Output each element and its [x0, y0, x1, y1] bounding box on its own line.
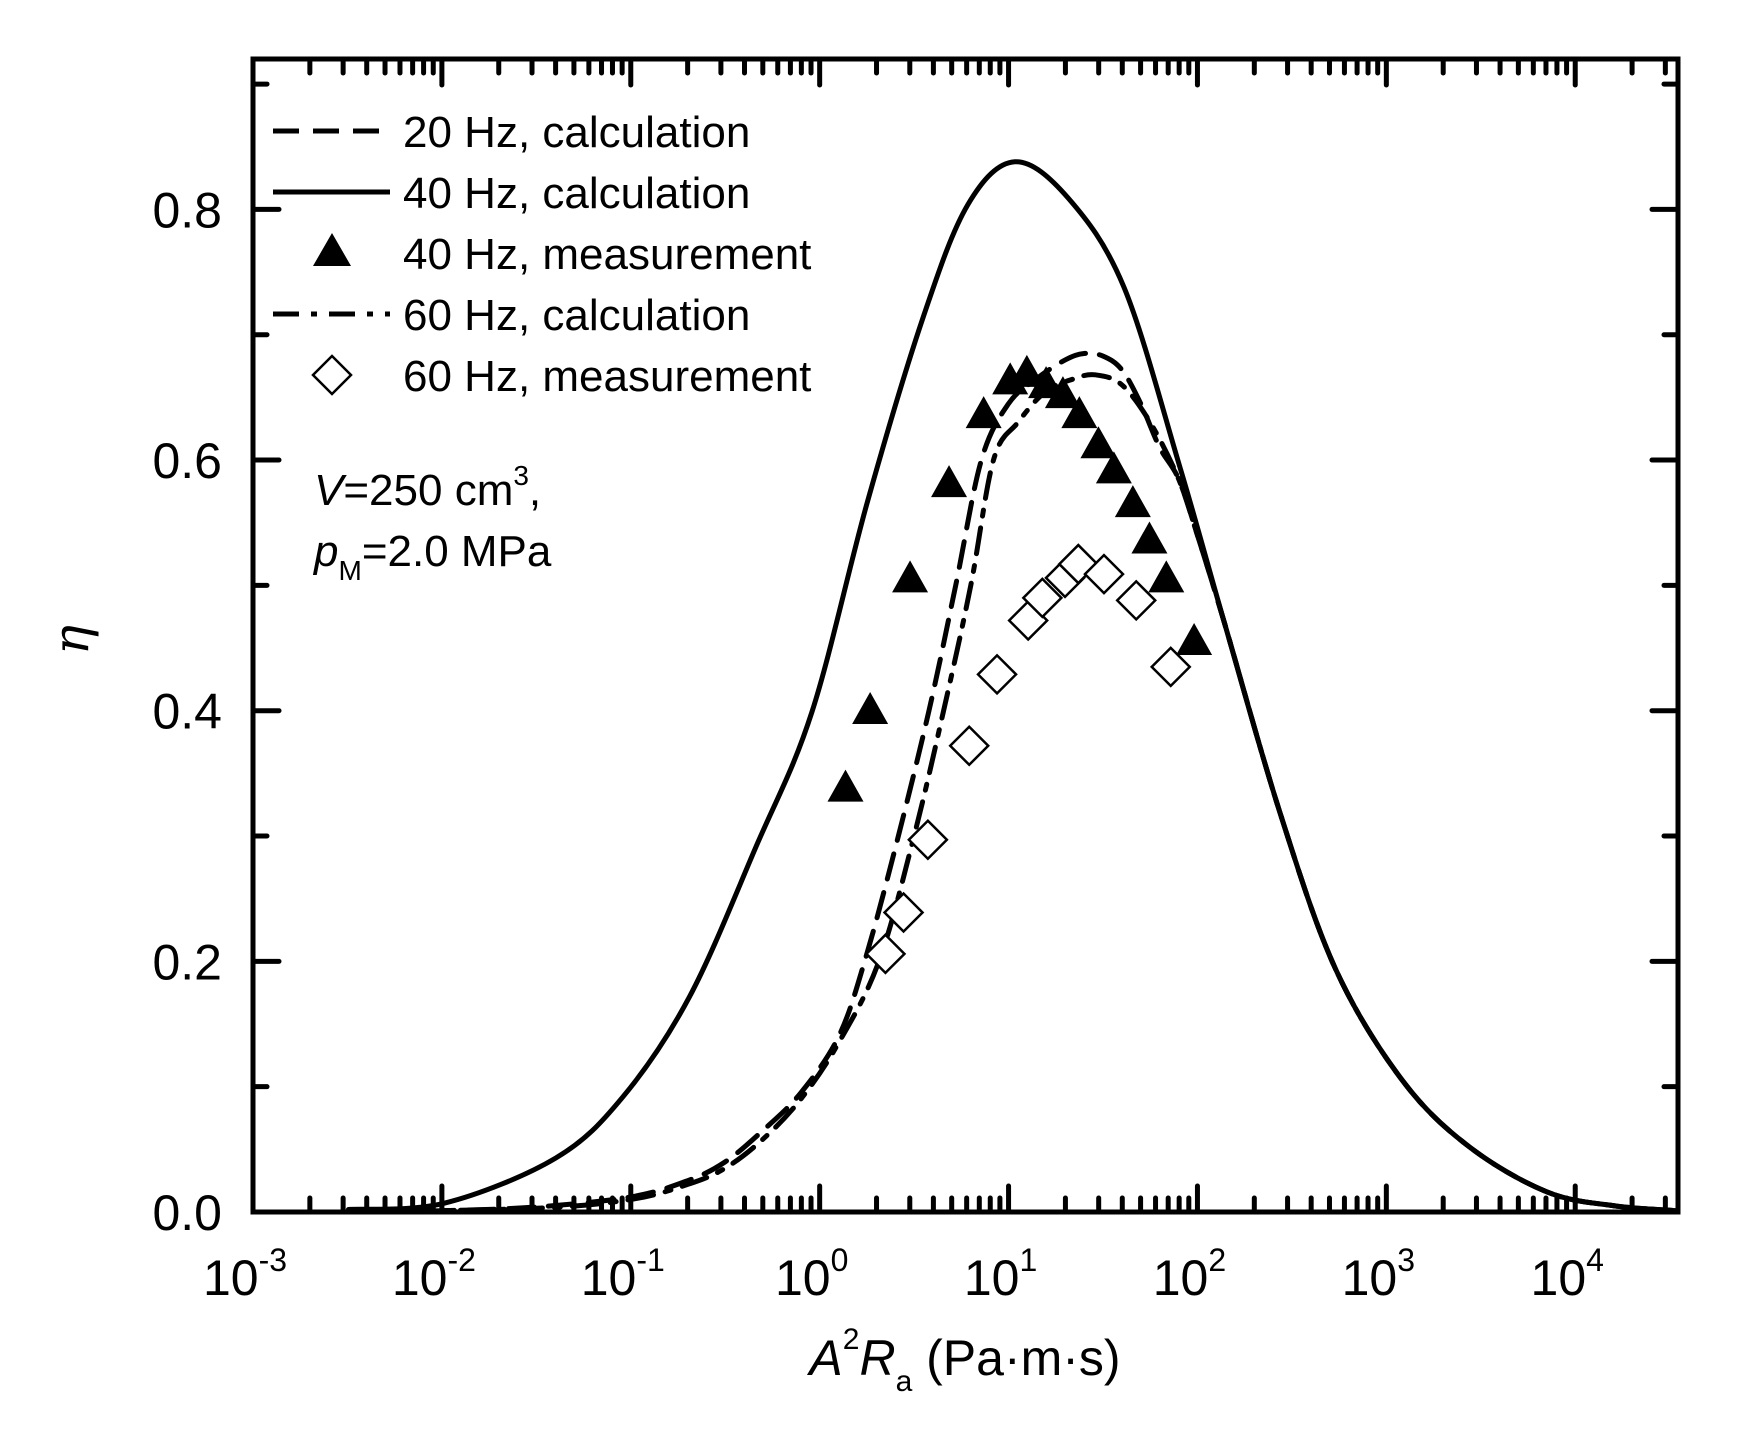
- data-point-40-hz-measurement: [965, 396, 1002, 429]
- y-tick-label: 0.8: [152, 182, 222, 238]
- legend-item-60-hz-calculation: 60 Hz, calculation: [273, 291, 750, 340]
- data-point-60-hz-measurement: [907, 819, 949, 861]
- x-tick-label: 10-3: [203, 1242, 287, 1306]
- data-point-40-hz-measurement: [852, 691, 889, 724]
- legend-label: 60 Hz, calculation: [403, 291, 750, 340]
- legend-item-40-hz-calculation: 40 Hz, calculation: [273, 169, 750, 218]
- legend: 20 Hz, calculation 40 Hz, calculation 40 H…: [273, 108, 811, 401]
- data-point-40-hz-measurement: [1044, 376, 1081, 409]
- tick-labels: 10-3 10-2 10-1 100 101 102 103 104 0.0 0.2 0.4 0.6 0…: [152, 182, 1603, 1306]
- x-tick-label: 102: [1153, 1242, 1226, 1306]
- legend-label: 60 Hz, measurement: [403, 352, 811, 401]
- annotation-volume: V=250 cm3,: [314, 460, 541, 515]
- y-tick-label: 0.0: [152, 1185, 222, 1241]
- y-tick-label: 0.6: [152, 433, 222, 489]
- legend-item-60-hz-measurement: 60 Hz, measurement: [311, 352, 811, 401]
- annotation-pressure: pM=2.0 MPa: [312, 527, 552, 586]
- data-point-60-hz-measurement: [882, 891, 925, 934]
- x-axis-label: A2Ra (Pa·m·s): [806, 1323, 1120, 1398]
- data-point-60-hz-measurement: [976, 653, 1018, 696]
- legend-label: 20 Hz, calculation: [403, 108, 750, 157]
- data-point-40-hz-measurement: [1176, 623, 1213, 656]
- y-tick-label: 0.2: [152, 934, 222, 990]
- x-tick-label: 101: [964, 1242, 1037, 1306]
- data-point-60-hz-measurement: [864, 933, 907, 975]
- data-point-40-hz-measurement: [892, 560, 929, 593]
- x-tick-label: 103: [1342, 1242, 1415, 1306]
- x-tick-label: 10-2: [392, 1242, 476, 1306]
- data-point-40-hz-measurement: [931, 465, 968, 498]
- legend-swatch: [313, 233, 351, 266]
- y-axis-label: η: [42, 625, 100, 655]
- data-point-40-hz-measurement: [1114, 485, 1151, 518]
- legend-item-20-hz-calculation: 20 Hz, calculation: [273, 108, 750, 157]
- x-tick-label: 10-1: [581, 1242, 665, 1306]
- legend-label: 40 Hz, calculation: [403, 169, 750, 218]
- data-point-40-hz-measurement: [1131, 521, 1168, 554]
- series-line-20-hz-calculation: [345, 350, 1680, 1215]
- data-point-60-hz-measurement: [1115, 579, 1157, 622]
- y-tick-label: 0.4: [152, 684, 222, 740]
- data-point-60-hz-measurement: [1083, 553, 1125, 595]
- data-point-60-hz-measurement: [948, 725, 990, 767]
- plot-frame: [250, 56, 1681, 1215]
- x-tick-label: 100: [775, 1242, 848, 1306]
- series-line-60-hz-calculation: [345, 372, 1680, 1215]
- data-point-60-hz-measurement: [1021, 577, 1064, 619]
- legend-item-40-hz-measurement: 40 Hz, measurement: [313, 230, 811, 279]
- data-point-40-hz-measurement: [1061, 396, 1098, 429]
- legend-label: 40 Hz, measurement: [403, 230, 811, 279]
- data-point-60-hz-measurement: [1149, 646, 1192, 688]
- data-point-40-hz-measurement: [1148, 560, 1185, 593]
- markers-layer: [827, 354, 1213, 975]
- x-tick-label: 104: [1531, 1242, 1604, 1306]
- legend-swatch: [311, 354, 353, 396]
- data-point-40-hz-measurement: [1080, 426, 1117, 459]
- data-point-40-hz-measurement: [1008, 354, 1045, 387]
- data-point-40-hz-measurement: [827, 769, 864, 802]
- data-point-40-hz-measurement: [1095, 451, 1132, 484]
